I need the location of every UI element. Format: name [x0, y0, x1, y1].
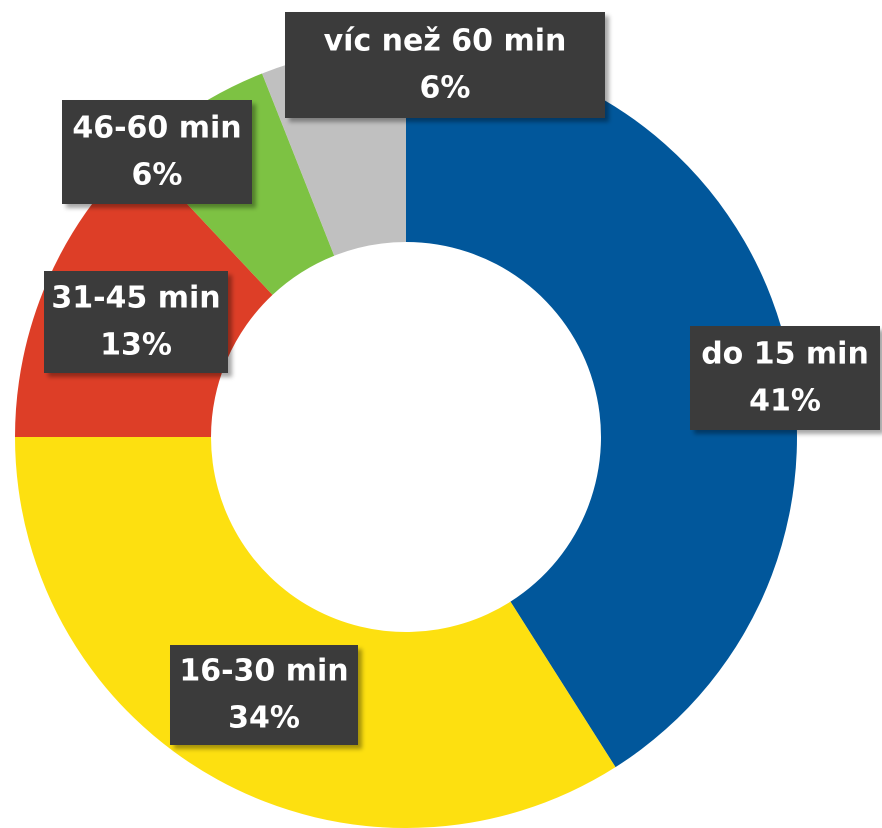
- label-category: 31-45 min: [51, 281, 220, 316]
- data-label: do 15 min 41%: [690, 326, 880, 430]
- label-value: 13%: [100, 328, 172, 363]
- data-label: 16-30 min 34%: [170, 645, 358, 745]
- label-category: do 15 min: [701, 337, 869, 372]
- data-label: víc než 60 min 6%: [285, 12, 605, 118]
- label-box: [690, 326, 880, 430]
- label-value: 41%: [749, 384, 821, 419]
- donut-slice: [406, 46, 797, 768]
- label-box: [285, 12, 605, 118]
- label-category: 46-60 min: [72, 111, 241, 146]
- label-value: 6%: [420, 71, 471, 106]
- label-category: víc než 60 min: [324, 24, 567, 59]
- data-label: 31-45 min 13%: [44, 271, 228, 373]
- label-box: [170, 645, 358, 745]
- data-label: 46-60 min 6%: [62, 100, 252, 204]
- label-value: 6%: [132, 158, 183, 193]
- donut-slice: [15, 437, 616, 828]
- label-value: 34%: [228, 701, 300, 736]
- label-box: [44, 271, 228, 373]
- label-category: 16-30 min: [179, 654, 348, 689]
- label-box: [62, 100, 252, 204]
